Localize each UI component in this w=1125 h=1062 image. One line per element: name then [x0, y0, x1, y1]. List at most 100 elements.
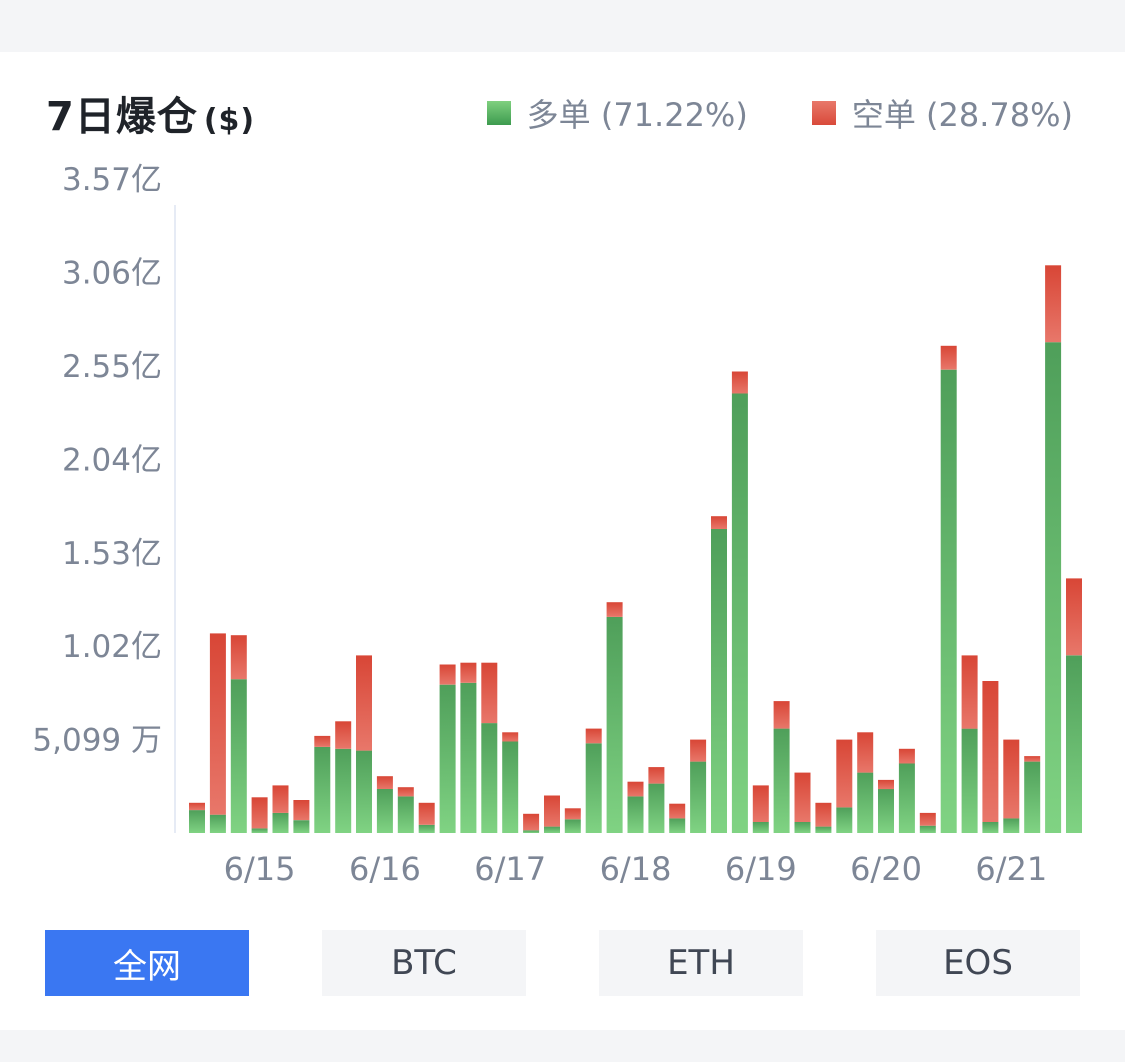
bar-short[interactable] — [314, 735, 331, 747]
bar-long[interactable] — [690, 761, 707, 833]
bar-short[interactable] — [460, 662, 477, 683]
bar-long[interactable] — [418, 824, 435, 833]
bar-long[interactable] — [439, 684, 456, 833]
tab-eos[interactable]: EOS — [876, 930, 1080, 996]
bar-long[interactable] — [356, 750, 372, 833]
bar-short[interactable] — [878, 779, 894, 790]
bar-short[interactable] — [648, 767, 665, 784]
bar-short[interactable] — [335, 721, 352, 749]
bar-short[interactable] — [606, 602, 623, 617]
legend-item-short: 空单 (28.78%) — [811, 90, 1073, 136]
bar-long[interactable] — [272, 812, 289, 833]
bar-long[interactable] — [1024, 761, 1041, 833]
bar-long[interactable] — [773, 728, 790, 833]
bar-short[interactable] — [397, 787, 414, 797]
bar-short[interactable] — [418, 802, 435, 825]
bar-short[interactable] — [1024, 756, 1041, 762]
x-tick-label: 6/21 — [975, 850, 1047, 888]
bar-long[interactable] — [293, 820, 310, 833]
bar-short[interactable] — [669, 803, 686, 819]
bar-short[interactable] — [731, 371, 748, 394]
bar-short[interactable] — [251, 797, 268, 829]
bar-short[interactable] — [544, 795, 560, 827]
bar-long[interactable] — [544, 826, 560, 833]
bar-long[interactable] — [397, 796, 414, 833]
bar-long[interactable] — [919, 825, 936, 833]
bar-long[interactable] — [794, 822, 811, 833]
bar-short[interactable] — [585, 728, 602, 744]
bar-long[interactable] — [752, 822, 769, 833]
market-tabs: 全网 BTC ETH EOS — [0, 930, 1125, 996]
bar-short[interactable] — [1003, 739, 1020, 819]
bar-long[interactable] — [898, 763, 915, 833]
bar-short[interactable] — [982, 681, 999, 822]
bar-long[interactable] — [878, 789, 894, 833]
bar-short[interactable] — [230, 635, 247, 680]
bar-short[interactable] — [272, 785, 289, 813]
bar-short[interactable] — [773, 701, 790, 729]
bar-long[interactable] — [1045, 342, 1062, 833]
bar-short[interactable] — [1066, 578, 1082, 656]
bar-short[interactable] — [502, 732, 519, 742]
tab-eth[interactable]: ETH — [599, 930, 803, 996]
bar-long[interactable] — [585, 743, 602, 833]
bar-short[interactable] — [815, 802, 832, 827]
bar-long[interactable] — [230, 679, 247, 833]
bar-long[interactable] — [940, 369, 957, 833]
bar-long[interactable] — [711, 529, 727, 833]
bar-short[interactable] — [293, 800, 310, 821]
bar-long[interactable] — [731, 393, 748, 834]
bar-long[interactable] — [982, 822, 999, 833]
bar-short[interactable] — [940, 345, 957, 370]
bar-short[interactable] — [711, 516, 727, 529]
bar-long[interactable] — [1003, 818, 1020, 833]
bar-long[interactable] — [564, 819, 581, 833]
bar-long[interactable] — [961, 728, 978, 833]
bar-long[interactable] — [481, 723, 498, 833]
bar-short[interactable] — [481, 662, 498, 724]
bar-short[interactable] — [189, 802, 205, 811]
bar-short[interactable] — [898, 748, 915, 764]
bar-short[interactable] — [439, 664, 456, 685]
bar-long[interactable] — [669, 818, 686, 833]
bar-short[interactable] — [627, 781, 644, 797]
y-tick-label: 3.57亿 — [62, 162, 162, 198]
bar-short[interactable] — [836, 739, 853, 808]
y-tick-label: 1.53亿 — [62, 536, 162, 572]
tab-all[interactable]: 全网 — [45, 930, 249, 996]
bar-long[interactable] — [627, 796, 644, 833]
bar-short[interactable] — [752, 785, 769, 822]
bar-short[interactable] — [961, 655, 978, 729]
legend-swatch-short — [811, 101, 836, 125]
bar-short[interactable] — [857, 732, 874, 773]
bar-short[interactable] — [690, 739, 707, 762]
bar-long[interactable] — [836, 807, 853, 833]
bar-long[interactable] — [648, 783, 665, 833]
x-tick-label: 6/18 — [600, 850, 672, 888]
bar-long[interactable] — [1066, 655, 1082, 833]
bar-short[interactable] — [1045, 265, 1062, 343]
bar-short[interactable] — [919, 812, 936, 826]
bar-short[interactable] — [209, 633, 226, 815]
bar-long[interactable] — [460, 682, 477, 833]
bar-short[interactable] — [376, 776, 393, 789]
bar-long[interactable] — [606, 616, 623, 833]
bar-long[interactable] — [251, 828, 268, 833]
y-tick-label: 3.06亿 — [62, 256, 162, 292]
bar-short[interactable] — [523, 813, 540, 831]
bar-long[interactable] — [815, 826, 832, 833]
bar-short[interactable] — [564, 808, 581, 820]
bar-long[interactable] — [523, 830, 540, 833]
bar-long[interactable] — [314, 746, 331, 833]
bar-short[interactable] — [356, 655, 372, 751]
x-tick-label: 6/17 — [474, 850, 546, 888]
bar-long[interactable] — [502, 741, 519, 833]
bar-long[interactable] — [209, 814, 226, 833]
bar-long[interactable] — [376, 789, 393, 833]
bar-long[interactable] — [857, 772, 874, 833]
bar-short[interactable] — [794, 772, 811, 822]
bar-long[interactable] — [189, 810, 205, 833]
tab-btc[interactable]: BTC — [322, 930, 526, 996]
x-tick-label: 6/16 — [349, 850, 421, 888]
bar-long[interactable] — [335, 748, 352, 833]
